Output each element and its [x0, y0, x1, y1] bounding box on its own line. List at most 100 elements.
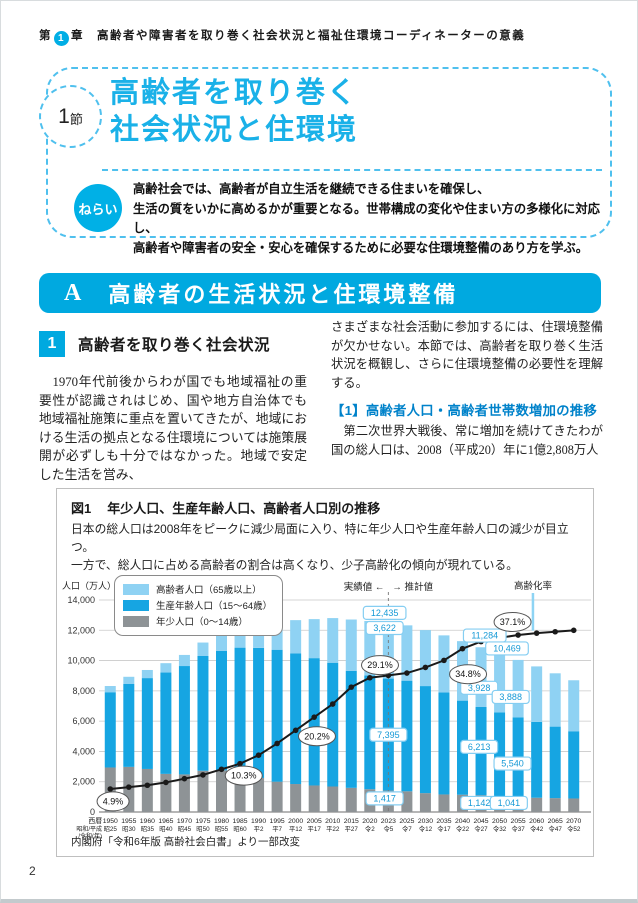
section-a-title: 高齢者の生活状況と住環境整備	[108, 282, 459, 307]
subsection-header: 1 高齢者を取り巻く社会状況	[39, 331, 270, 357]
svg-text:令27: 令27	[474, 824, 488, 833]
section-title: 高齢者を取り巻く 社会状況と住環境	[110, 75, 358, 149]
figure-description: 日本の総人口は2008年をピークに減少局面に入り、特に年少人口や生産年齢人口の減…	[71, 520, 579, 574]
svg-text:令32: 令32	[493, 824, 507, 833]
aim-text: 高齢社会では、高齢者が自立生活を継続できる住まいを確保し、 生活の質をいかに高め…	[133, 178, 600, 258]
svg-text:14,000: 14,000	[67, 595, 95, 605]
svg-text:令2: 令2	[365, 824, 375, 833]
svg-text:1985: 1985	[232, 818, 247, 825]
svg-text:1980: 1980	[214, 818, 229, 825]
svg-text:10.3%: 10.3%	[231, 771, 257, 781]
svg-text:西暦: 西暦	[88, 817, 102, 825]
svg-text:11,284: 11,284	[471, 631, 498, 641]
svg-text:4.9%: 4.9%	[103, 796, 124, 806]
chapter-title: 高齢者や障害者を取り巻く社会状況と福祉住環境コーディネーターの意義	[97, 30, 526, 42]
svg-text:2005: 2005	[307, 818, 322, 825]
rate-callouts: 4.9% 10.3% 20.2% 29.1% 34.8% 37.1%	[96, 611, 532, 812]
svg-text:1,142: 1,142	[468, 798, 491, 808]
legend-swatch	[123, 583, 149, 595]
svg-text:昭50: 昭50	[196, 825, 210, 833]
svg-text:7,395: 7,395	[377, 730, 400, 740]
svg-text:昭35: 昭35	[141, 825, 155, 833]
svg-text:2060: 2060	[529, 818, 544, 825]
svg-text:1,041: 1,041	[498, 798, 521, 808]
svg-text:8,000: 8,000	[72, 686, 95, 696]
svg-text:昭和/平成: 昭和/平成	[76, 825, 102, 833]
section-badge-suffix: 節	[69, 112, 83, 127]
svg-text:1955: 1955	[121, 818, 136, 825]
svg-text:→ 推計値: → 推計値	[392, 581, 433, 593]
aging-rate-line	[107, 627, 577, 792]
svg-text:令22: 令22	[456, 824, 470, 833]
aging-rate-pointer: 高齢化率	[514, 580, 552, 631]
subsection-title: 高齢者を取り巻く社会状況	[78, 337, 271, 354]
section-badge-number: 1	[58, 104, 70, 128]
svg-text:2070: 2070	[566, 818, 581, 825]
svg-text:平7: 平7	[272, 825, 282, 833]
body-subheading: 【1】高齢者人口・高齢者世帯数増加の推移	[331, 403, 598, 419]
svg-text:12,435: 12,435	[371, 608, 399, 618]
svg-text:令5: 令5	[383, 824, 393, 833]
svg-text:令47: 令47	[549, 824, 563, 833]
figure-source: 内閣府「令和6年版 高齢社会白書」より一部改変	[71, 836, 301, 848]
svg-text:1995: 1995	[270, 818, 285, 825]
aim-line: 高齢社会では、高齢者が自立生活を継続できる住まいを確保し、	[133, 182, 490, 196]
svg-text:昭55: 昭55	[215, 825, 229, 833]
svg-text:10,000: 10,000	[67, 656, 95, 666]
section-a-letter: A	[64, 279, 82, 306]
svg-text:昭60: 昭60	[233, 825, 247, 833]
population-chart-svg: 0 2,000 4,000 6,000 8,000 10,000 12,000 14,000 実…	[67, 580, 591, 840]
svg-text:2000: 2000	[288, 818, 303, 825]
aim-section: ねらい 高齢社会では、高齢者が自立生活を継続できる住まいを確保し、 生活の質をい…	[74, 178, 600, 258]
legend-swatch	[123, 615, 149, 627]
chapter-number-badge: 1	[54, 31, 69, 46]
svg-text:平2: 平2	[254, 825, 264, 833]
svg-text:実績値 ←: 実績値 ←	[344, 581, 385, 593]
svg-text:令12: 令12	[419, 824, 433, 833]
figure-desc-line: 一方で、総人口に占める高齢者の割合は高くなり、少子高齢化の傾向が現れている。	[71, 558, 518, 572]
svg-text:3,888: 3,888	[499, 692, 522, 702]
figure-title-row: 図1 年少人口、生産年齢人口、高齢者人口別の推移	[71, 498, 579, 517]
svg-text:1950: 1950	[103, 818, 118, 825]
svg-text:平17: 平17	[308, 825, 322, 833]
svg-text:令37: 令37	[511, 824, 525, 833]
legend-row: 年少人口（0〜14歳）	[123, 614, 272, 628]
svg-text:2040: 2040	[455, 818, 470, 825]
svg-text:2010: 2010	[325, 818, 340, 825]
svg-text:3,622: 3,622	[373, 623, 396, 633]
svg-text:2045: 2045	[473, 818, 488, 825]
svg-text:2025: 2025	[399, 818, 414, 825]
svg-text:29.1%: 29.1%	[367, 660, 393, 670]
svg-text:2065: 2065	[548, 818, 563, 825]
legend-swatch	[123, 599, 149, 611]
aim-line: 高齢者や障害者の安全・安心を確保するために必要な住環境整備のあり方を学ぶ。	[133, 240, 588, 255]
svg-text:2055: 2055	[511, 818, 526, 825]
body-left-paragraph: 1970年代前後からわが国でも地域福祉の重要性が認識されはじめ、国や地方自治体で…	[39, 375, 307, 482]
x-axis-labels: 1950昭251955昭301960昭351965昭401970昭451975昭…	[76, 817, 581, 840]
value-callouts: 12,435 3,622 7,395 1,417 11,284 3,928 6,213 1,1…	[362, 605, 532, 811]
svg-text:平22: 平22	[326, 825, 340, 833]
page-number: 2	[29, 864, 36, 878]
svg-text:34.8%: 34.8%	[455, 669, 481, 679]
svg-text:10,469: 10,469	[493, 643, 521, 653]
figure-desc-line: 日本の総人口は2008年をピークに減少局面に入り、特に年少人口や生産年齢人口の減…	[71, 522, 569, 554]
svg-text:6,213: 6,213	[468, 742, 491, 752]
svg-text:4,000: 4,000	[72, 746, 95, 756]
svg-text:1,417: 1,417	[373, 793, 396, 803]
section-a-header: A 高齢者の生活状況と住環境整備	[39, 273, 601, 313]
svg-text:2020: 2020	[362, 818, 377, 825]
svg-text:2035: 2035	[436, 818, 451, 825]
svg-text:1975: 1975	[195, 818, 210, 825]
svg-text:平12: 平12	[289, 825, 303, 833]
legend-label: 高齢者人口（65歳以上）	[156, 585, 262, 596]
body-right-column: さまざまな社会活動に参加するには、住環境整備が欠かせない。本節では、高齢者を取り…	[331, 318, 603, 460]
svg-text:1990: 1990	[251, 818, 266, 825]
aim-badge: ねらい	[74, 184, 122, 232]
svg-text:2050: 2050	[492, 818, 507, 825]
svg-text:令52: 令52	[567, 824, 581, 833]
svg-text:2030: 2030	[418, 818, 433, 825]
svg-text:昭25: 昭25	[104, 825, 118, 833]
figure-title: 年少人口、生産年齢人口、高齢者人口別の推移	[107, 501, 381, 516]
